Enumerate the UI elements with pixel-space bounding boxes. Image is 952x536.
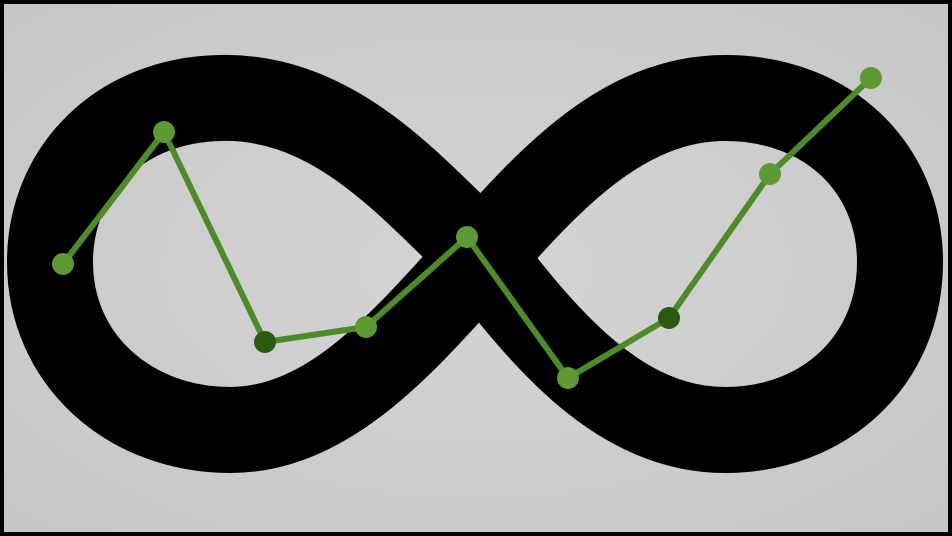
data-point-5: [456, 226, 478, 248]
infinity-loop: [7, 54, 943, 473]
data-point-1: [52, 253, 74, 275]
data-point-9: [860, 67, 882, 89]
data-point-7: [658, 307, 680, 329]
series-markers: [52, 67, 882, 389]
data-point-6: [557, 367, 579, 389]
data-point-8: [759, 163, 781, 185]
data-point-4: [355, 316, 377, 338]
data-point-3: [254, 331, 276, 353]
infinity-icon: [7, 54, 943, 473]
data-point-2: [153, 121, 175, 143]
growth-line-series: [52, 67, 882, 389]
